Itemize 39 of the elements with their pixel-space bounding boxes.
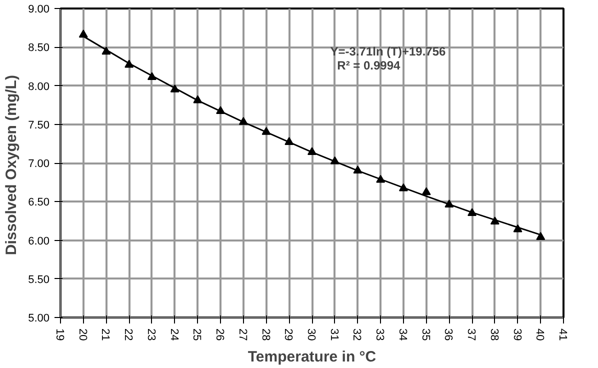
point	[78, 30, 88, 38]
point	[422, 187, 431, 196]
y-tick-label: 7.50	[28, 119, 50, 132]
x-tick-label: 21	[99, 328, 112, 341]
x-tick-label: 19	[54, 328, 66, 341]
annotation: R² = 0.9994	[337, 58, 401, 73]
y-tick-label: 5.00	[28, 312, 50, 324]
annotation: Y=-3.71ln (T)+19.756	[330, 44, 446, 59]
x-tick-label: 41	[556, 328, 568, 341]
y-tick-label: 9.00	[28, 4, 50, 16]
x-axis-title: Temperature in °C	[248, 348, 376, 366]
y-tick-label: 7.00	[28, 158, 50, 170]
x-tick-label: 28	[259, 328, 272, 341]
x-tick-label: 30	[305, 328, 317, 341]
y-tick-label: 8.00	[28, 80, 50, 93]
x-tick-label: 40	[534, 328, 546, 341]
x-tick-label: 39	[510, 328, 523, 341]
x-tick-label: 29	[282, 328, 294, 341]
x-tick-label: 33	[374, 328, 386, 341]
x-tick-label: 24	[168, 328, 180, 341]
x-tick-label: 31	[328, 328, 340, 341]
y-tick-label: 6.50	[28, 196, 50, 209]
point	[536, 232, 546, 240]
x-tick-label: 26	[214, 328, 226, 341]
y-tick-label: 8.50	[28, 42, 50, 54]
x-tick-label: 34	[396, 328, 408, 341]
y-tick-label: 6.00	[28, 235, 50, 248]
x-tick-label: 27	[236, 328, 248, 341]
y-axis-title: Dissolved Oxygen (mg/L)	[3, 75, 20, 256]
x-tick-label: 36	[442, 328, 454, 341]
x-tick-label: 20	[76, 328, 88, 341]
x-tick-label: 25	[190, 328, 203, 341]
x-tick-label: 35	[419, 328, 432, 341]
y-tick-label: 5.50	[28, 274, 50, 286]
x-tick-label: 22	[122, 328, 134, 341]
x-tick-label: 23	[144, 328, 157, 341]
x-tick-label: 37	[465, 328, 478, 341]
x-tick-label: 32	[350, 328, 363, 341]
x-tick-label: 38	[488, 328, 500, 341]
